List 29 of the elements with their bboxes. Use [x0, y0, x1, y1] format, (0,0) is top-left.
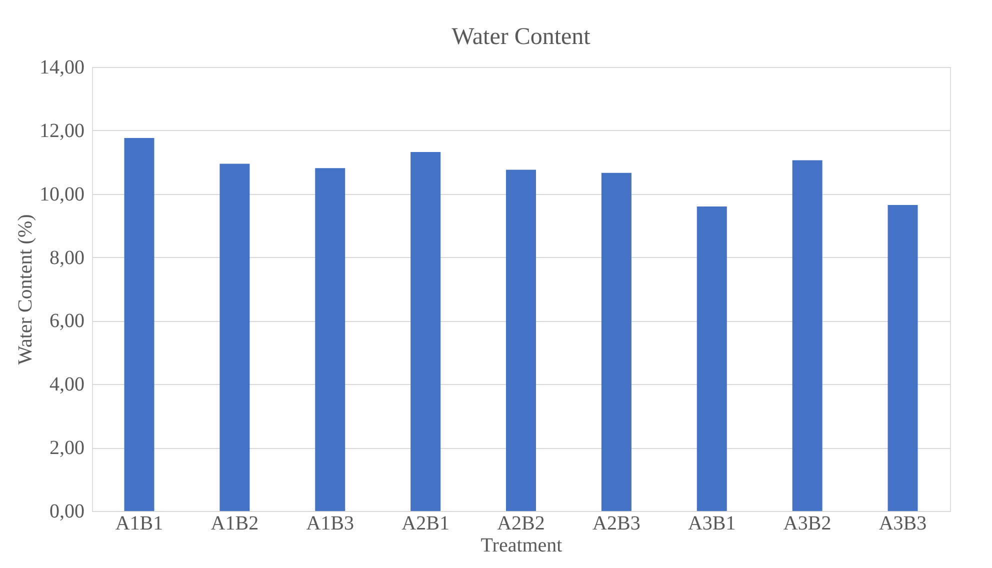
y-tick-label: 6,00: [50, 310, 84, 332]
y-tick-label: 10,00: [40, 183, 84, 206]
bar: [601, 172, 632, 511]
y-tick-label: 2,00: [50, 437, 84, 460]
y-tick-label: 8,00: [50, 246, 84, 269]
x-axis-title: Treatment: [480, 534, 563, 556]
bar: [888, 204, 918, 511]
y-tick-label: 12,00: [40, 120, 84, 142]
x-tick-label: A3B2: [783, 512, 832, 534]
bar: [506, 170, 536, 511]
bar: [696, 206, 727, 511]
bar: [315, 168, 346, 511]
y-axis-title: Water Content (%): [14, 214, 36, 365]
x-tick-label: A1B3: [306, 512, 354, 534]
chart-title: Water Content: [452, 24, 591, 50]
y-tick-label: 0,00: [50, 500, 84, 522]
y-tick-label: 4,00: [50, 374, 84, 396]
bar: [410, 152, 441, 511]
x-tick-label: A3B1: [688, 512, 736, 534]
y-tick-label: 14,00: [40, 56, 84, 78]
x-tick-label: A1B1: [115, 512, 164, 534]
x-tick-label: A3B3: [878, 512, 927, 534]
bar: [220, 164, 250, 511]
x-tick-label: A2B1: [402, 512, 450, 534]
x-tick-label: A2B2: [497, 512, 545, 534]
x-tick-label: A2B3: [592, 512, 640, 534]
bar: [792, 160, 822, 511]
bar: [124, 138, 154, 511]
x-tick-label: A1B2: [210, 512, 259, 534]
